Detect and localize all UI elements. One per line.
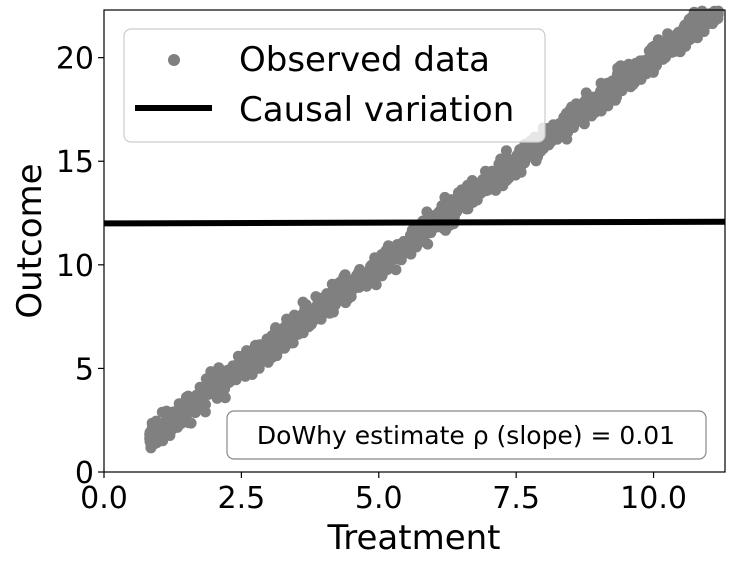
scatter-point [227, 360, 239, 372]
scatter-point [625, 81, 637, 93]
scatter-point [490, 168, 502, 180]
scatter-point [240, 350, 252, 362]
scatter-point [499, 163, 511, 175]
scatter-point [194, 381, 206, 393]
scatter-point [515, 166, 527, 178]
scatter-point [338, 290, 350, 302]
scatter-point [252, 362, 264, 374]
scatter-point [468, 185, 480, 197]
scatter-point [584, 107, 596, 119]
scatter-point [624, 69, 635, 81]
scatter-point [674, 46, 686, 58]
scatter-point [595, 105, 607, 117]
scatter-point [156, 406, 168, 418]
legend-label-observed-data: Observed data [239, 40, 490, 80]
scatter-point [507, 155, 519, 166]
legend-scatter-marker [168, 54, 180, 66]
scatter-point [300, 302, 312, 314]
scatter-point [371, 268, 383, 280]
legend-box [123, 28, 546, 143]
scatter-point [568, 122, 579, 133]
scatter-point [456, 184, 468, 196]
scatter-point [362, 266, 374, 278]
scatter-point [395, 254, 407, 266]
scatter-point [422, 238, 434, 250]
annotation-text: DoWhy estimate ρ (slope) = 0.01 [257, 421, 675, 450]
scatter-point [655, 50, 667, 62]
y-tick-label: 20 [56, 42, 94, 77]
scatter-point [369, 252, 381, 264]
scatter-point [482, 178, 494, 190]
scatter-point [257, 353, 268, 365]
legend: Observed data Causal variation [123, 28, 546, 143]
x-axis-title: Treatment [326, 518, 500, 558]
annotation-box [226, 410, 707, 460]
scatter-point [390, 264, 402, 276]
y-axis-title: Outcome [10, 163, 50, 318]
scatter-point [260, 341, 272, 353]
scatter-point [317, 294, 329, 306]
x-tick-label: 5.0 [355, 481, 403, 516]
scatter-point [439, 209, 451, 221]
y-tick-label: 0 [75, 456, 94, 491]
scatter-point [573, 104, 585, 116]
scatter-point [612, 83, 624, 95]
scatter-point [283, 337, 295, 349]
x-tick-label: 0.0 [80, 481, 128, 516]
y-tick-label: 5 [75, 352, 94, 387]
scatter-point [652, 34, 664, 46]
scatter-point [145, 442, 157, 454]
scatter-point [662, 28, 674, 40]
scatter-point [497, 180, 509, 192]
scatter-point [565, 108, 577, 120]
scatter-point [582, 97, 594, 109]
legend-label-causal-variation: Causal variation [239, 90, 514, 130]
x-tick-label: 10.0 [620, 481, 687, 516]
scatter-point [199, 406, 211, 418]
scatter-point [517, 157, 529, 169]
axis-ticks: 0.0 2.5 5.0 7.5 10.0 0 5 10 15 20 [56, 42, 687, 516]
scatter-point [595, 93, 607, 105]
scatter-point [168, 407, 180, 419]
x-tick-label: 2.5 [218, 481, 266, 516]
plot-area-frame [103, 9, 726, 473]
scatter-point [177, 398, 189, 410]
causal-variation-line [103, 218, 726, 227]
scatter-point [310, 308, 322, 320]
scatter-point [162, 423, 174, 435]
scatter-point [607, 91, 619, 103]
scatter-point [183, 417, 194, 429]
scatter-point [355, 278, 366, 290]
scatter-point [448, 200, 460, 212]
x-tick-label: 7.5 [492, 481, 540, 516]
scatter-point [172, 416, 184, 428]
y-tick-label: 15 [56, 145, 94, 180]
scatter-point [642, 65, 654, 77]
scatter-point [411, 226, 423, 238]
scatter-point [685, 28, 696, 40]
causal-variation-layer [103, 218, 726, 227]
scatter-point [336, 275, 348, 287]
scatter-point [324, 307, 336, 319]
scatter-point [193, 399, 205, 411]
scatter-point [698, 26, 710, 37]
scatter-point [699, 10, 711, 22]
scatter-point [524, 147, 536, 159]
scatter-point [147, 420, 159, 432]
scatter-point [220, 369, 232, 381]
scatter-point [289, 324, 300, 336]
scatter-point [547, 126, 558, 138]
scatter-point [219, 392, 231, 404]
scatter-point [500, 145, 512, 157]
scatter-point [558, 126, 570, 138]
scatter-point [270, 333, 282, 345]
scatter-point [382, 263, 394, 275]
y-tick-label: 10 [56, 249, 94, 284]
scatter-point [237, 361, 249, 373]
scatter-point [205, 366, 217, 378]
annotation: DoWhy estimate ρ (slope) = 0.01 [226, 410, 707, 460]
